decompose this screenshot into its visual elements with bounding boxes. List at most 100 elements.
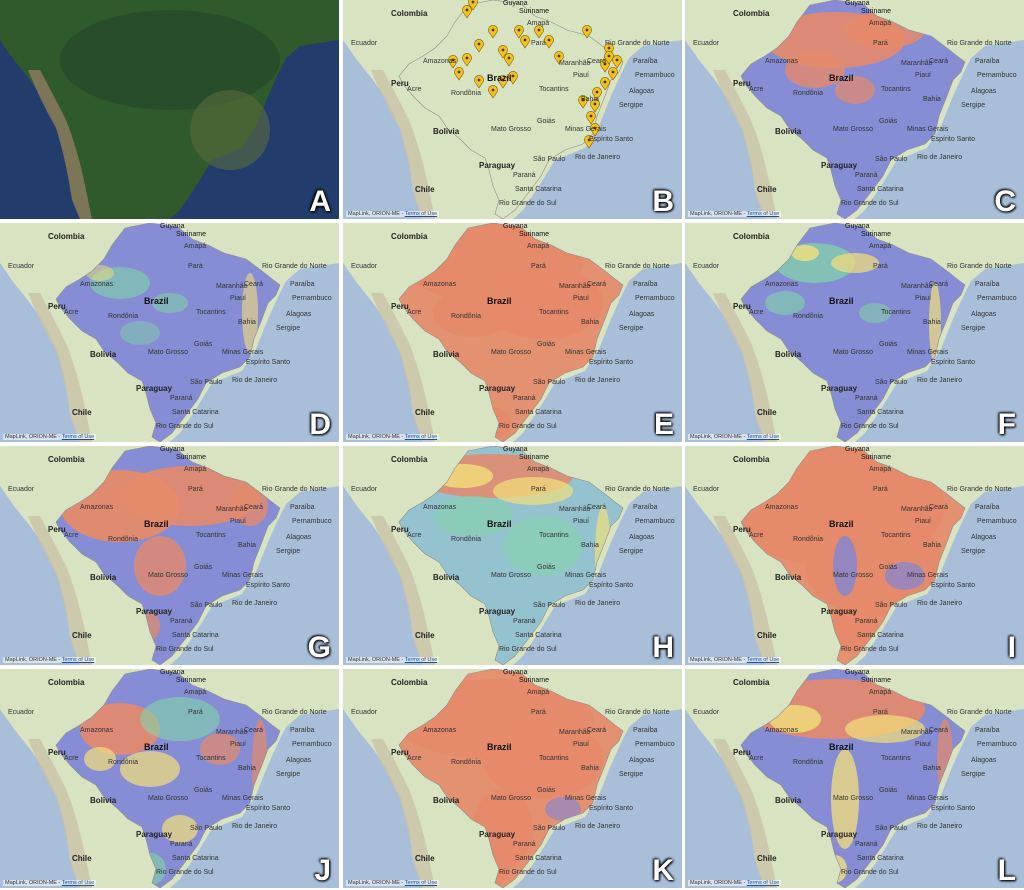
map-label-santa-catarina: Santa Catarina xyxy=(857,186,904,193)
terms-of-use-link[interactable]: Terms of Use xyxy=(404,434,438,440)
map-label-para: Pará xyxy=(188,263,203,270)
location-marker-icon xyxy=(498,45,508,59)
map-label-maranhao: Maranhão xyxy=(559,506,591,513)
terms-of-use-link[interactable]: Terms of Use xyxy=(746,880,780,886)
map-label-maranhao: Maranhão xyxy=(559,729,591,736)
location-marker-icon xyxy=(544,35,554,49)
map-label-ecuador: Ecuador xyxy=(351,709,378,716)
map-label-minas-gerais: Minas Gerais xyxy=(565,126,607,133)
map-label-guyana: Guyana xyxy=(845,669,870,676)
map-label-rio-grande-do-sul: Rio Grande do Sul xyxy=(156,423,214,430)
panel-letter-b: B xyxy=(652,185,674,218)
map-label-suriname: Suriname xyxy=(861,8,891,15)
density-blob xyxy=(493,477,573,505)
map-label-peru: Peru xyxy=(733,748,751,757)
map-label-amapa: Amapá xyxy=(869,466,892,473)
map-label-paraguay: Paraguay xyxy=(136,830,173,839)
map-label-paraguay: Paraguay xyxy=(821,607,858,616)
map-label-pernambuco: Pernambuco xyxy=(977,295,1017,302)
map-label-brazil: Brazil xyxy=(487,296,512,306)
panel-letter-h: H xyxy=(652,631,674,664)
attribution-text: MapLink, ORION-ME - xyxy=(690,880,747,886)
map-label-paraguay: Paraguay xyxy=(479,384,516,393)
map-label-maranhao: Maranhão xyxy=(901,60,933,67)
location-marker-icon xyxy=(604,51,614,65)
map-attribution: MapLink, ORION-ME - Terms of Use xyxy=(3,434,97,440)
panel-letter-j: J xyxy=(314,854,331,887)
map-label-amapa: Amapá xyxy=(527,689,550,696)
terms-of-use-link[interactable]: Terms of Use xyxy=(61,434,95,440)
location-marker-icon xyxy=(474,75,484,89)
map-label-ceara: Ceará xyxy=(244,727,264,734)
density-blob xyxy=(831,749,859,849)
terms-of-use-link[interactable]: Terms of Use xyxy=(746,211,780,217)
map-label-maranhao: Maranhão xyxy=(559,283,591,290)
map-attribution: MapLink, ORION-ME - Terms of Use xyxy=(688,880,782,886)
map-label-chile: Chile xyxy=(415,408,435,417)
map-label-santa-catarina: Santa Catarina xyxy=(172,855,219,862)
map-label-rio-de-janeiro: Rio de Janeiro xyxy=(575,600,621,607)
location-marker-icon xyxy=(590,99,600,113)
map-label-chile: Chile xyxy=(415,854,435,863)
location-marker-icon xyxy=(578,95,588,109)
map-attribution: MapLink, ORION-ME - Terms of Use xyxy=(688,211,782,217)
panel-letter-f: F xyxy=(997,408,1016,441)
map-label-rio-grande-do-sul: Rio Grande do Sul xyxy=(841,423,899,430)
map-label-rio-grande-do-norte: Rio Grande do Norte xyxy=(262,486,327,493)
map-label-rondonia: Rondônia xyxy=(108,536,138,543)
map-label-paraguay: Paraguay xyxy=(479,607,516,616)
terms-of-use-link[interactable]: Terms of Use xyxy=(61,657,95,663)
map-label-ecuador: Ecuador xyxy=(8,263,35,270)
map-label-sao-paulo: São Paulo xyxy=(533,825,566,832)
map-label-rio-de-janeiro: Rio de Janeiro xyxy=(575,377,621,384)
map-label-paraiba: Paraíba xyxy=(633,58,658,65)
map-label-acre: Acre xyxy=(749,755,764,762)
map-label-acre: Acre xyxy=(407,86,422,93)
map-label-bahia: Bahia xyxy=(923,319,941,326)
map-label-rio-de-janeiro: Rio de Janeiro xyxy=(232,377,278,384)
map-label-rio-grande-do-norte: Rio Grande do Norte xyxy=(947,263,1012,270)
attribution-text: MapLink, ORION-ME - xyxy=(348,880,405,886)
map-label-ecuador: Ecuador xyxy=(351,40,378,47)
location-marker-icon xyxy=(604,43,614,57)
map-canvas xyxy=(0,223,339,442)
map-label-rio-grande-do-sul: Rio Grande do Sul xyxy=(499,869,557,876)
map-canvas xyxy=(0,669,339,888)
map-label-amapa: Amapá xyxy=(869,689,892,696)
panel-letter-i: I xyxy=(1007,631,1016,664)
map-label-guyana: Guyana xyxy=(845,0,870,7)
terms-of-use-link[interactable]: Terms of Use xyxy=(404,657,438,663)
map-label-chile: Chile xyxy=(757,631,777,640)
map-label-mato-grosso: Mato Grosso xyxy=(148,572,189,579)
map-label-sergipe: Sergipe xyxy=(619,325,644,332)
terms-of-use-link[interactable]: Terms of Use xyxy=(61,880,95,886)
terms-of-use-link[interactable]: Terms of Use xyxy=(746,434,780,440)
map-label-paraiba: Paraíba xyxy=(290,281,315,288)
map-label-mato-grosso: Mato Grosso xyxy=(833,795,874,802)
map-label-parana: Paraná xyxy=(170,841,193,848)
map-label-paraiba: Paraíba xyxy=(975,727,1000,734)
map-label-sergipe: Sergipe xyxy=(961,325,986,332)
map-label-santa-catarina: Santa Catarina xyxy=(515,855,562,862)
map-label-rio-grande-do-norte: Rio Grande do Norte xyxy=(947,709,1012,716)
map-label-maranhao: Maranhão xyxy=(216,283,248,290)
map-label-santa-catarina: Santa Catarina xyxy=(515,409,562,416)
terms-of-use-link[interactable]: Terms of Use xyxy=(404,880,438,886)
map-label-brazil: Brazil xyxy=(829,519,854,529)
map-label-paraguay: Paraguay xyxy=(821,161,858,170)
density-blob xyxy=(120,466,260,526)
terms-of-use-link[interactable]: Terms of Use xyxy=(404,211,438,217)
map-canvas xyxy=(0,0,339,219)
map-label-amapa: Amapá xyxy=(527,466,550,473)
map-label-amapa: Amapá xyxy=(527,20,550,27)
terms-of-use-link[interactable]: Terms of Use xyxy=(746,657,780,663)
map-label-alagoas: Alagoas xyxy=(971,311,997,318)
map-label-bolivia: Bolivia xyxy=(775,796,802,805)
map-label-chile: Chile xyxy=(757,185,777,194)
map-panel-h: Colombia Ecuador Peru Bolivia Paraguay Chile B… xyxy=(343,446,682,665)
map-panel-a: A xyxy=(0,0,339,219)
map-label-acre: Acre xyxy=(64,309,79,316)
location-marker-icon xyxy=(508,71,518,85)
map-label-mato-grosso: Mato Grosso xyxy=(833,572,874,579)
map-label-parana: Paraná xyxy=(513,841,536,848)
